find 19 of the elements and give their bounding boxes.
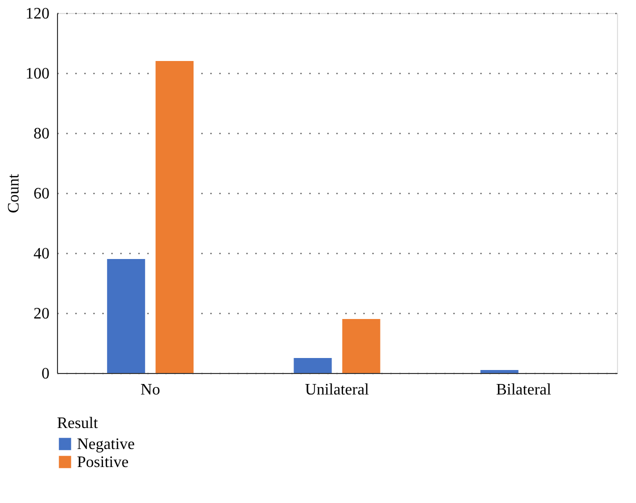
legend-title: Result bbox=[57, 415, 98, 432]
bar bbox=[156, 61, 194, 373]
y-tick-label: 40 bbox=[34, 246, 50, 262]
y-tick-label: 20 bbox=[34, 306, 50, 322]
x-tick-label: No bbox=[140, 382, 160, 398]
y-axis-title: Count bbox=[6, 173, 22, 214]
y-tick-label: 80 bbox=[34, 126, 50, 142]
legend-label: Negative bbox=[77, 436, 135, 453]
x-tick-label: Bilateral bbox=[496, 382, 552, 398]
y-tick-label: 0 bbox=[42, 366, 50, 382]
y-tick-label: 60 bbox=[34, 186, 50, 202]
y-tick-label: 100 bbox=[26, 66, 50, 82]
bar bbox=[480, 370, 518, 373]
bar bbox=[107, 259, 146, 373]
bar bbox=[294, 358, 332, 373]
bar bbox=[342, 319, 380, 373]
y-tick-label: 120 bbox=[26, 6, 50, 22]
legend-label: Positive bbox=[77, 454, 129, 471]
x-tick-label: Unilateral bbox=[305, 382, 370, 398]
